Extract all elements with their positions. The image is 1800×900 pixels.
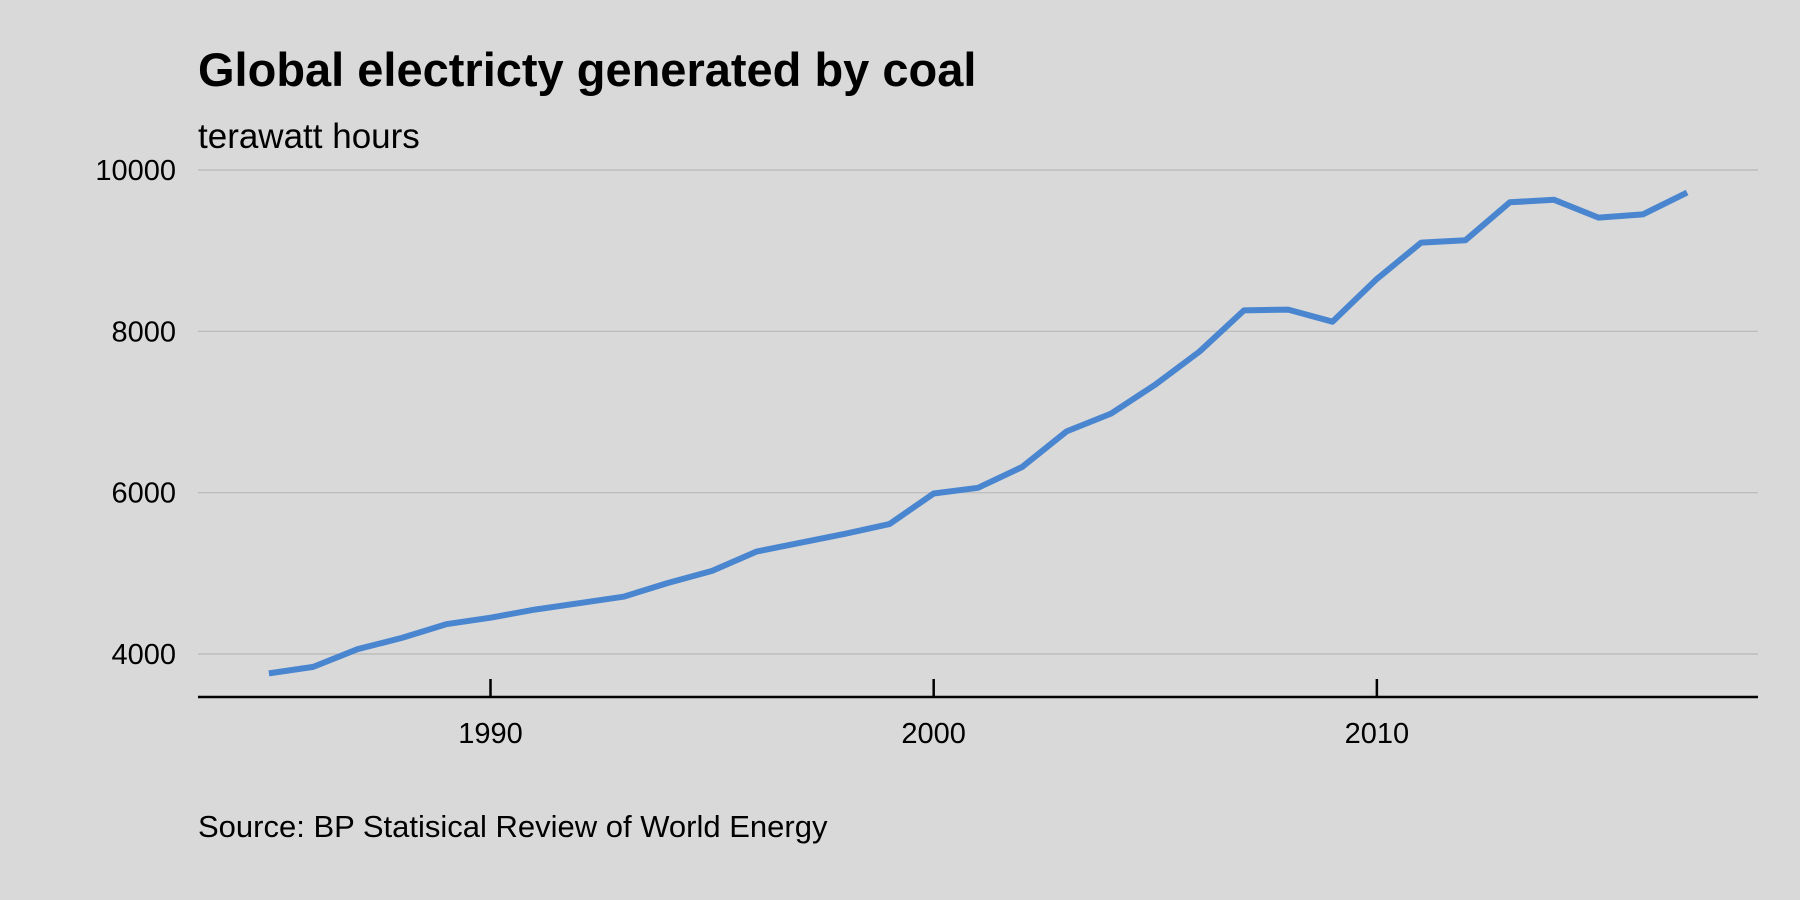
source-note: Source: BP Statisical Review of World En… (198, 809, 828, 844)
chart-title: Global electricty generated by coal (198, 43, 977, 96)
y-tick-label-6000: 6000 (111, 478, 176, 510)
series-line-0 (268, 189, 1689, 677)
y-tick-label-8000: 8000 (111, 316, 176, 348)
series-layer (268, 189, 1689, 677)
x-tick-label-1990: 1990 (458, 718, 523, 750)
x-axis-labels: 1990 2000 2010 (458, 718, 1409, 750)
y-tick-label-4000: 4000 (111, 639, 176, 671)
gridlines (198, 169, 1758, 655)
y-tick-label-10000: 10000 (95, 155, 176, 187)
y-axis-labels: 4000 6000 8000 10000 (95, 155, 176, 671)
x-tick-label-2010: 2010 (1345, 718, 1410, 750)
x-axis (198, 679, 1758, 699)
chart-subtitle: terawatt hours (198, 117, 420, 156)
x-tick-label-2000: 2000 (901, 718, 966, 750)
